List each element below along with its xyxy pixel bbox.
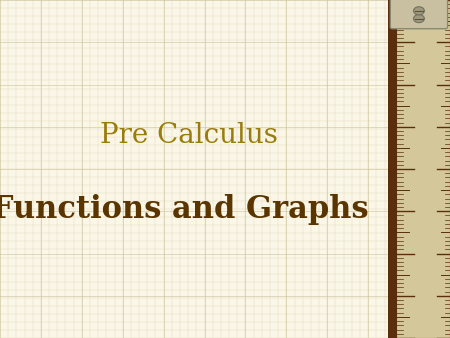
Text: Functions and Graphs: Functions and Graphs bbox=[0, 194, 368, 225]
Circle shape bbox=[414, 15, 424, 23]
Bar bbox=[388, 0, 396, 338]
Bar bbox=[396, 0, 450, 338]
Text: Pre Calculus: Pre Calculus bbox=[100, 122, 278, 149]
FancyBboxPatch shape bbox=[390, 0, 448, 29]
Circle shape bbox=[414, 7, 424, 15]
